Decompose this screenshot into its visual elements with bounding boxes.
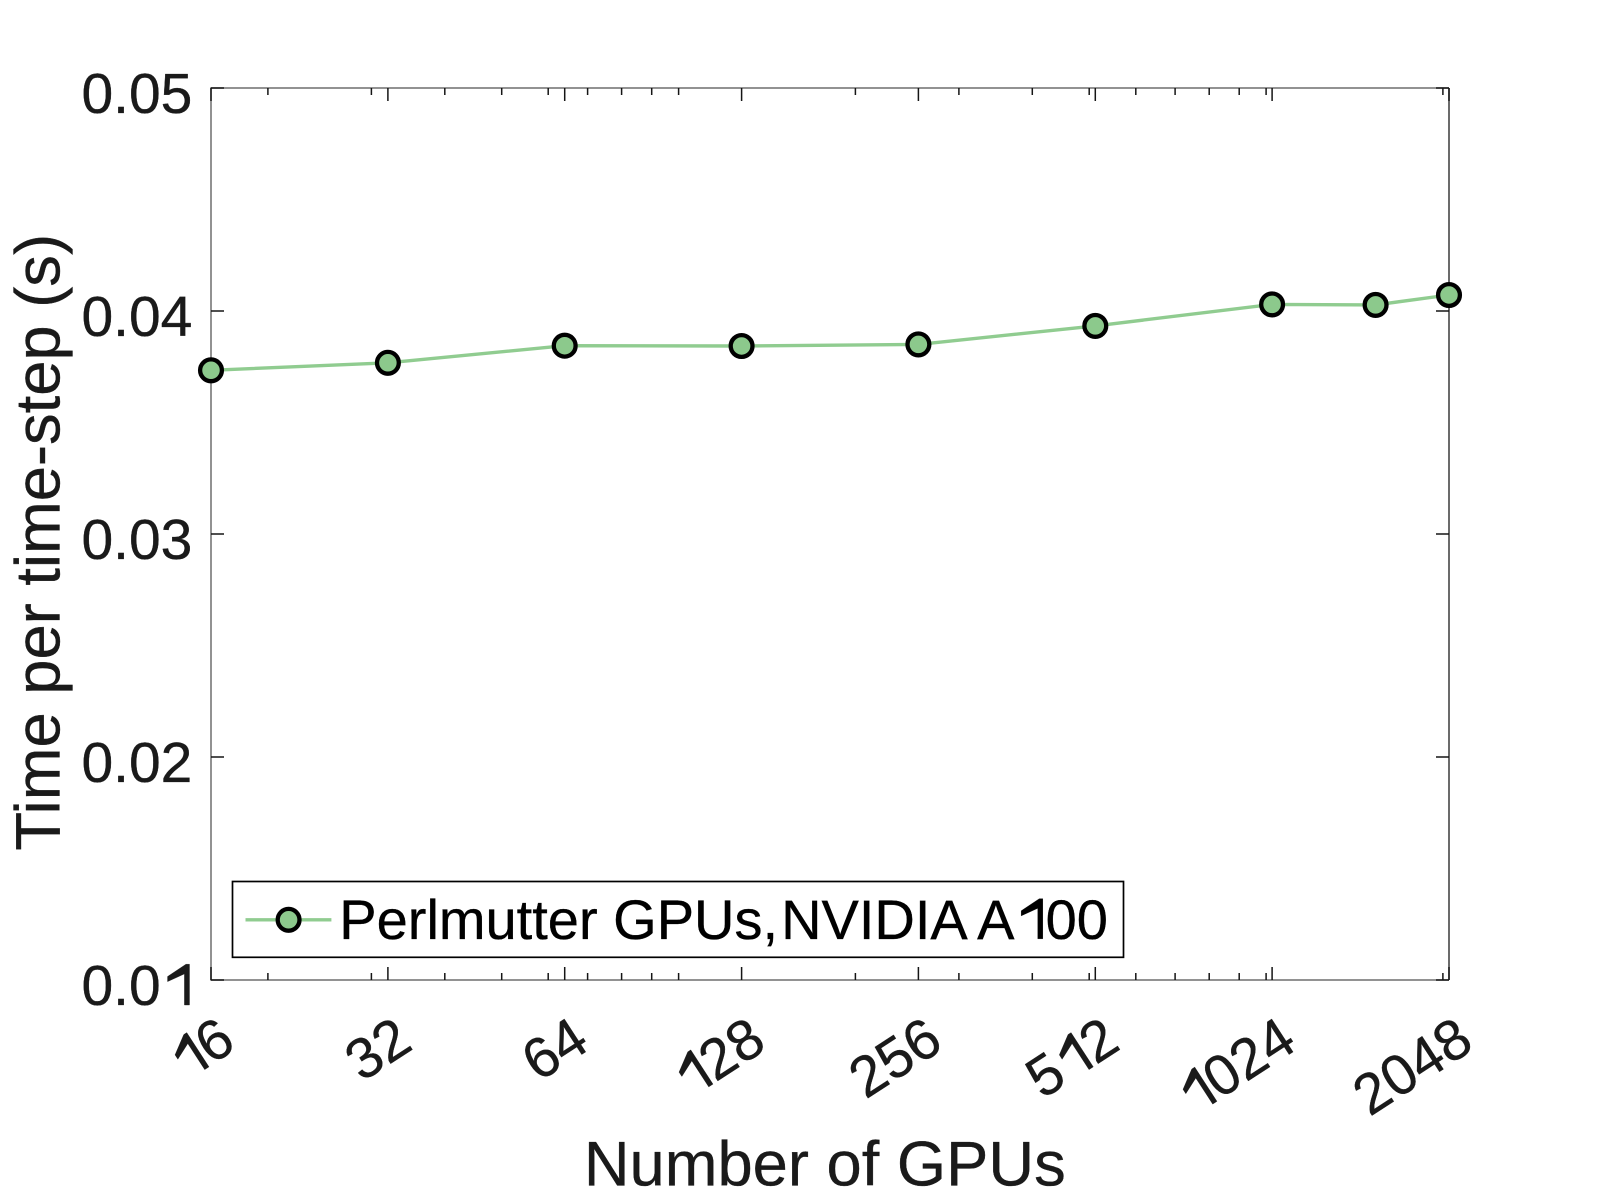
svg-text:Time per time-step (s): Time per time-step (s) (4, 234, 74, 851)
svg-text:Perlmutter GPUs,NVIDIA A 00: Perlmutter GPUs,NVIDIA A 00 (339, 888, 1108, 951)
svg-text:0.05: 0.05 (81, 62, 192, 126)
svg-text:0.04: 0.04 (81, 285, 192, 349)
svg-text:0.02: 0.02 (81, 731, 192, 795)
svg-text:Number of GPUs: Number of GPUs (584, 1129, 1066, 1199)
svg-text:0.03: 0.03 (81, 508, 192, 572)
svg-text:0.0: 0.0 (81, 954, 192, 1018)
